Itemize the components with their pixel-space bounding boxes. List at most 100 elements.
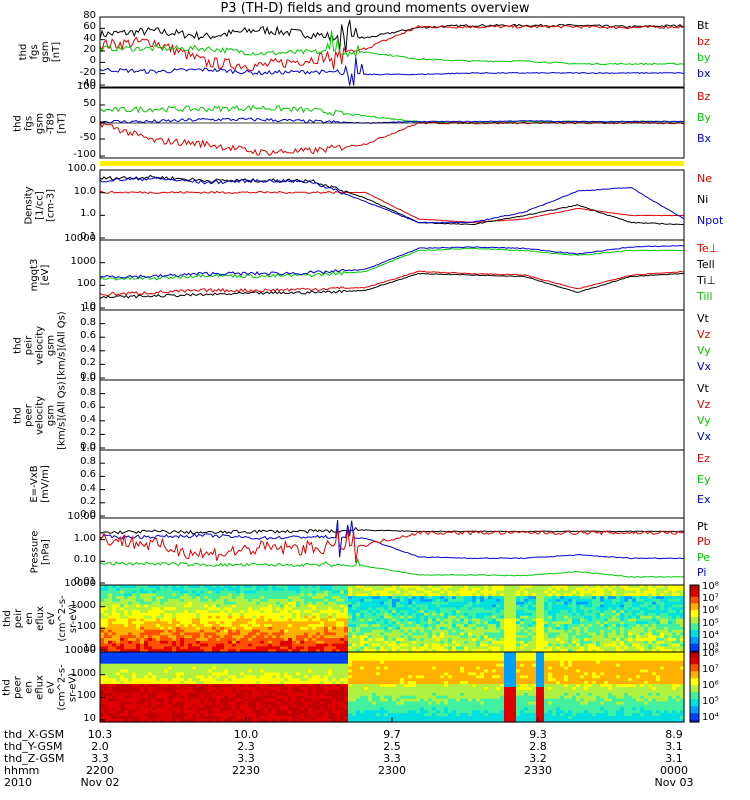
spectrogram-cell [304,657,309,662]
spectrogram-cell [380,585,385,589]
spectrogram-cell [360,596,365,600]
spectrogram-cell [292,654,297,659]
colorbar-segment [690,645,699,648]
spectrogram-cell [256,593,261,597]
spectrogram-cell [476,626,481,631]
spectrogram-cell [100,713,105,717]
spectrogram-cell [188,629,193,634]
spectrogram-cell [296,689,301,694]
spectrogram-cell [236,719,241,723]
spectrogram-cell [516,643,521,648]
colorbar-segment [690,640,699,643]
spectrogram-cell [116,649,121,653]
spectrogram-cell [284,684,289,688]
spectrogram-cell [176,660,181,665]
spectrogram-cell [204,657,209,662]
spectrogram-cell [500,596,505,600]
spectrogram-cell [620,615,625,620]
spectrogram-cell [564,649,569,653]
spectrogram-cell [228,585,233,589]
spectrogram-cell [548,621,553,625]
spectrogram-cell [204,692,209,697]
spectrogram-cell [232,695,237,700]
spectrogram-cell [656,615,661,620]
spectrogram-cell [116,638,121,642]
spectrogram-cell [272,638,277,642]
spectrogram-cell [252,646,257,650]
spectrogram-cell [456,590,461,594]
spectrogram-cell [428,626,433,631]
spectrogram-cell [144,585,149,589]
spectrogram-cell [188,601,193,606]
spectrogram-cell [584,621,589,625]
chart-title: P3 (TH-D) fields and ground moments over… [220,1,530,16]
spectrogram-cell [172,610,177,614]
spectrogram-cell [112,684,117,688]
spectrogram-cell [308,643,313,648]
spectrogram-cell [116,701,121,706]
spectrogram-cell [372,612,377,617]
spectrogram-cell [480,638,485,642]
spectrogram-cell [160,652,165,656]
spectrogram-cell [320,660,325,665]
spectrogram-cell [288,598,293,603]
spectrogram-cell [276,698,281,703]
spectrogram-cell [612,632,617,636]
spectrogram-cell [632,632,637,636]
spectrogram-cell [552,598,557,603]
spectrogram-cell [268,666,273,671]
spectrogram-cell [188,678,193,682]
spectrogram-cell [660,593,665,597]
spectrogram-cell [496,621,501,625]
spectrogram-cell [248,629,253,634]
spectrogram-cell [604,601,609,606]
spectrogram-cell [280,719,285,723]
spectrogram-cell [100,629,105,634]
spectrogram-cell [216,646,221,650]
spectrogram-cell [312,689,317,694]
spectrogram-cell [296,632,301,636]
spectrogram-cell [276,646,281,650]
spectrogram-cell [100,701,105,706]
spectrogram-cell [120,610,125,614]
spectrogram-cell [140,587,145,592]
spectrogram-cell [184,689,189,694]
spectrogram-cell [136,663,141,668]
spectrogram-cell [272,640,277,645]
spectrogram-cell [304,719,309,723]
spectrogram-cell [284,621,289,625]
spectrogram-cell [580,643,585,648]
spectrogram-cell [128,695,133,700]
spectrogram-cell [144,652,149,656]
spectrogram-cell [500,593,505,597]
spectrogram-cell [616,624,621,628]
spectrogram-cell [624,635,629,639]
spectrogram-cell [508,624,513,628]
spectrogram-cell [612,593,617,597]
spectrogram-cell [172,626,177,631]
spectrogram-cell [512,607,517,611]
spectrogram-cell [372,649,377,653]
spectrogram-cell [488,610,493,614]
spectrogram-cell [664,632,669,636]
spectrogram-cell [536,615,541,620]
spectrogram-cell [496,649,501,653]
spectrogram-cell [264,626,269,631]
spectrogram-cell [536,596,541,600]
spectrogram-cell [136,687,141,691]
spectrogram-cell [356,626,361,631]
spectrogram-cell [352,590,357,594]
spectrogram-cell [504,624,509,628]
spectrogram-cell [212,698,217,703]
spectrogram-cell [164,654,169,659]
spectrogram-cell [668,618,673,622]
spectrogram-cell [624,638,629,642]
spectrogram-cell [152,598,157,603]
spectrogram-cell [212,640,217,645]
spectrogram-cell [552,626,557,631]
spectrogram-cell [108,626,113,631]
spectrogram-cell [416,593,421,597]
spectrogram-cell [524,646,529,650]
spectrogram-cell [256,615,261,620]
spectrogram-cell [168,590,173,594]
